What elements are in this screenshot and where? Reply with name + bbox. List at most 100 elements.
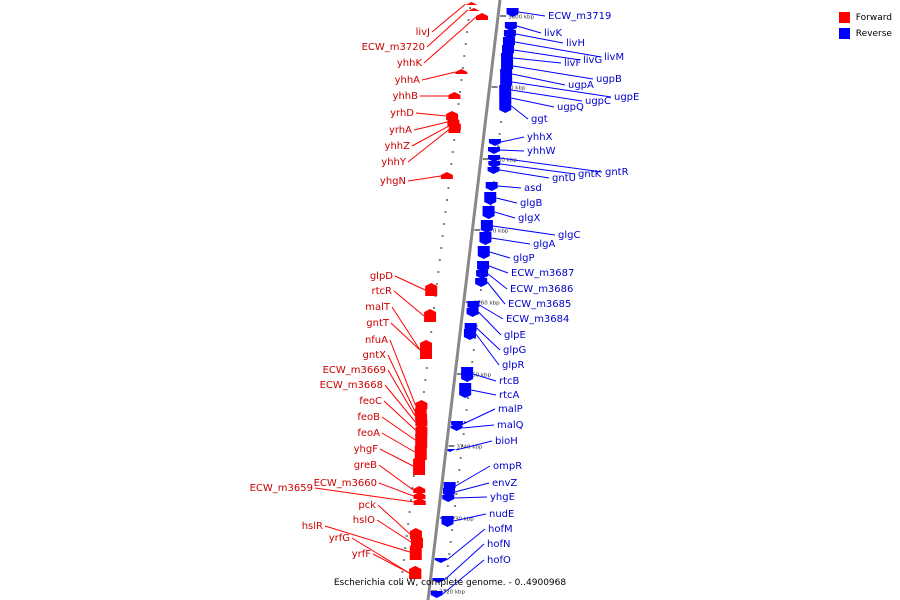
gene-feature-ecw-m3660 bbox=[413, 492, 426, 499]
gene-leader-rtca bbox=[471, 389, 497, 396]
gene-feature-yhhb bbox=[448, 92, 461, 99]
gene-feature-glpr bbox=[463, 329, 476, 340]
gene-feature-livh bbox=[503, 30, 516, 39]
gene-label-hofo: hofO bbox=[487, 555, 511, 566]
gene-leader-ugpq bbox=[511, 97, 555, 108]
gene-leader-yrhd bbox=[415, 112, 447, 117]
gene-label-ecw-m3719: ECW_m3719 bbox=[548, 11, 611, 22]
gene-leader-glga bbox=[491, 237, 531, 245]
gene-feature-yrhd bbox=[446, 111, 459, 120]
gene-feature-yhhy bbox=[448, 126, 461, 133]
gene-label-nfua: nfuA bbox=[365, 335, 388, 346]
scale-tick-label: 3740 kbp bbox=[456, 445, 482, 451]
gene-feature-nude bbox=[441, 516, 454, 527]
gene-leader-gntu bbox=[499, 169, 550, 179]
gene-label-ggt: ggt bbox=[531, 114, 548, 125]
gene-feature-asd bbox=[485, 182, 498, 191]
gene-label-bioh: bioH bbox=[495, 436, 518, 447]
gene-leader-rtcb bbox=[472, 373, 497, 382]
scale-tick-label: 3720 kbp bbox=[439, 590, 465, 596]
gene-leader-ecw-m3720 bbox=[426, 9, 469, 48]
gene-label-yrfg: yrfG bbox=[329, 533, 350, 544]
gene-label-hofn: hofN bbox=[487, 539, 510, 550]
gene-leader-ggt bbox=[510, 105, 529, 120]
gene-leader-ecw-m3659 bbox=[314, 487, 414, 503]
gene-leader-hofn bbox=[444, 543, 485, 581]
gene-label-ugpc: ugpC bbox=[585, 96, 611, 107]
gene-label-yhhk: yhhK bbox=[397, 58, 423, 69]
gene-leader-gntr bbox=[499, 157, 603, 173]
gene-leader-rtcr bbox=[393, 290, 425, 317]
genome-backbone bbox=[426, 0, 502, 600]
gene-feature-yhge bbox=[442, 495, 455, 502]
scale-tick-label: 3780 kbp bbox=[491, 158, 517, 164]
gene-label-gntt: gntT bbox=[366, 318, 390, 329]
scale-tick-label: 3790 kbp bbox=[500, 86, 526, 92]
gene-leader-glgp bbox=[489, 251, 511, 259]
gene-leader-yhhw bbox=[499, 149, 525, 152]
gene-leader-livf bbox=[512, 57, 562, 64]
gene-label-livj: livJ bbox=[416, 27, 430, 38]
gene-label-rtcb: rtcB bbox=[499, 376, 520, 387]
gene-feature-rtca bbox=[459, 383, 472, 398]
gene-leader-asd bbox=[497, 185, 522, 189]
gene-leader-gntk bbox=[500, 163, 576, 175]
gene-feature-livj bbox=[465, 2, 478, 5]
gene-leader-ecw-m3687 bbox=[488, 265, 509, 274]
gene-label-envz: envZ bbox=[492, 478, 517, 489]
gene-leader-yhgn bbox=[407, 175, 441, 182]
gene-label-hslr: hslR bbox=[302, 521, 323, 532]
gene-label-ecw-m3668: ECW_m3668 bbox=[320, 380, 383, 391]
gene-feature-ecw-m3720 bbox=[467, 8, 480, 11]
gene-feature-nfua bbox=[415, 400, 428, 409]
scale-tick-label: 3770 kbp bbox=[482, 229, 508, 235]
legend-item-reverse: Reverse bbox=[838, 26, 892, 41]
gene-feature-glpe bbox=[466, 308, 479, 317]
gene-feature-ecw-m3685 bbox=[475, 278, 488, 287]
gene-feature-gntt bbox=[420, 340, 432, 359]
gene-leader-hofm bbox=[446, 528, 486, 561]
gene-leader-yhhk bbox=[423, 16, 477, 64]
gene-leader-gntx bbox=[387, 354, 416, 412]
gene-feature-ecw-m3719 bbox=[506, 8, 519, 17]
gene-label-ugpe: ugpE bbox=[614, 92, 639, 103]
gene-leader-ugpc bbox=[511, 89, 583, 102]
gene-label-hofm: hofM bbox=[488, 524, 513, 535]
gene-leader-yhhz bbox=[411, 125, 450, 147]
gene-feature-yhgn bbox=[440, 172, 453, 179]
gene-leader-ugpa bbox=[512, 73, 566, 86]
gene-label-livk: livK bbox=[544, 28, 562, 39]
gene-label-pck: pck bbox=[358, 500, 376, 511]
gene-feature-glga bbox=[479, 232, 492, 245]
gene-label-livm: livM bbox=[604, 52, 624, 63]
gene-feature-glgx bbox=[482, 206, 495, 219]
gene-feature-ecw-m3659 bbox=[413, 498, 426, 505]
gene-label-ecw-m3720: ECW_m3720 bbox=[362, 42, 425, 53]
gene-feature-yhha bbox=[455, 69, 468, 74]
gene-label-yhgn: yhgN bbox=[380, 176, 406, 187]
gene-leader-ecw-m3719 bbox=[518, 11, 546, 17]
gene-label-livh: livH bbox=[566, 38, 585, 49]
label-layer: livJ ECW_m3720 yhhK yhhA yhhB yrhD yrhA yhhZ yhh… bbox=[250, 11, 640, 566]
gene-label-ecw-m3686: ECW_m3686 bbox=[510, 284, 573, 295]
gene-label-glgx: glgX bbox=[518, 213, 540, 224]
legend-label-reverse: Reverse bbox=[855, 28, 892, 39]
gene-feature-greb bbox=[413, 486, 426, 493]
forward-swatch bbox=[838, 12, 850, 23]
gene-feature-glgp bbox=[477, 246, 490, 259]
gene-label-yhhx: yhhX bbox=[527, 132, 553, 143]
gene-leader-feoc bbox=[383, 400, 416, 431]
gene-feature-rtcb bbox=[461, 367, 474, 382]
gene-feature-rtcr bbox=[424, 309, 437, 322]
gene-leader-ecw-m3685 bbox=[486, 281, 506, 305]
gene-feature-ggt bbox=[499, 100, 512, 113]
gene-label-gntr: gntR bbox=[605, 167, 629, 178]
gene-feature-ecw-m3686 bbox=[476, 270, 489, 279]
gene-label-yhhy: yhhY bbox=[381, 157, 407, 168]
gene-leader-yhgf bbox=[379, 448, 414, 467]
gene-feature-glgb bbox=[484, 192, 497, 205]
gene-label-glpr: glpR bbox=[502, 360, 524, 371]
gene-label-yhhb: yhhB bbox=[393, 91, 419, 102]
gene-feature-ecw-m3668 bbox=[415, 417, 428, 426]
gene-feature-hofo bbox=[430, 591, 443, 598]
